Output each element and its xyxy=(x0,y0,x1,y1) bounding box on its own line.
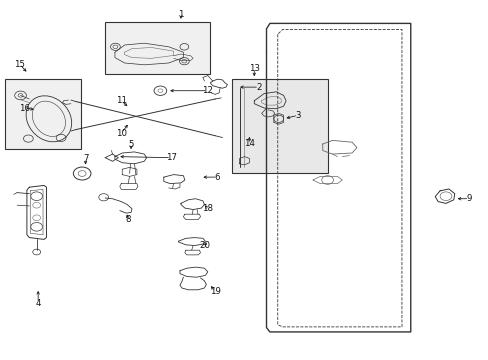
Text: 4: 4 xyxy=(35,299,41,307)
Text: 5: 5 xyxy=(128,140,134,149)
Text: 10: 10 xyxy=(116,129,126,138)
Text: 1: 1 xyxy=(178,10,183,19)
Text: 18: 18 xyxy=(202,204,213,213)
Text: 19: 19 xyxy=(209,287,220,296)
Bar xyxy=(105,22,210,74)
Text: 6: 6 xyxy=(214,173,220,181)
Text: 15: 15 xyxy=(14,60,25,69)
Bar xyxy=(232,79,327,173)
Text: 2: 2 xyxy=(256,83,262,91)
Text: 16: 16 xyxy=(19,104,30,112)
Text: 3: 3 xyxy=(295,111,301,120)
Text: 12: 12 xyxy=(202,86,213,95)
Text: 17: 17 xyxy=(165,153,176,162)
Text: 11: 11 xyxy=(116,96,126,105)
Text: 14: 14 xyxy=(244,139,254,148)
Text: 20: 20 xyxy=(199,241,209,250)
Bar xyxy=(5,79,81,149)
Text: 8: 8 xyxy=(125,215,131,224)
Text: 7: 7 xyxy=(82,154,88,163)
Text: 9: 9 xyxy=(466,194,471,203)
Text: 13: 13 xyxy=(248,64,259,73)
